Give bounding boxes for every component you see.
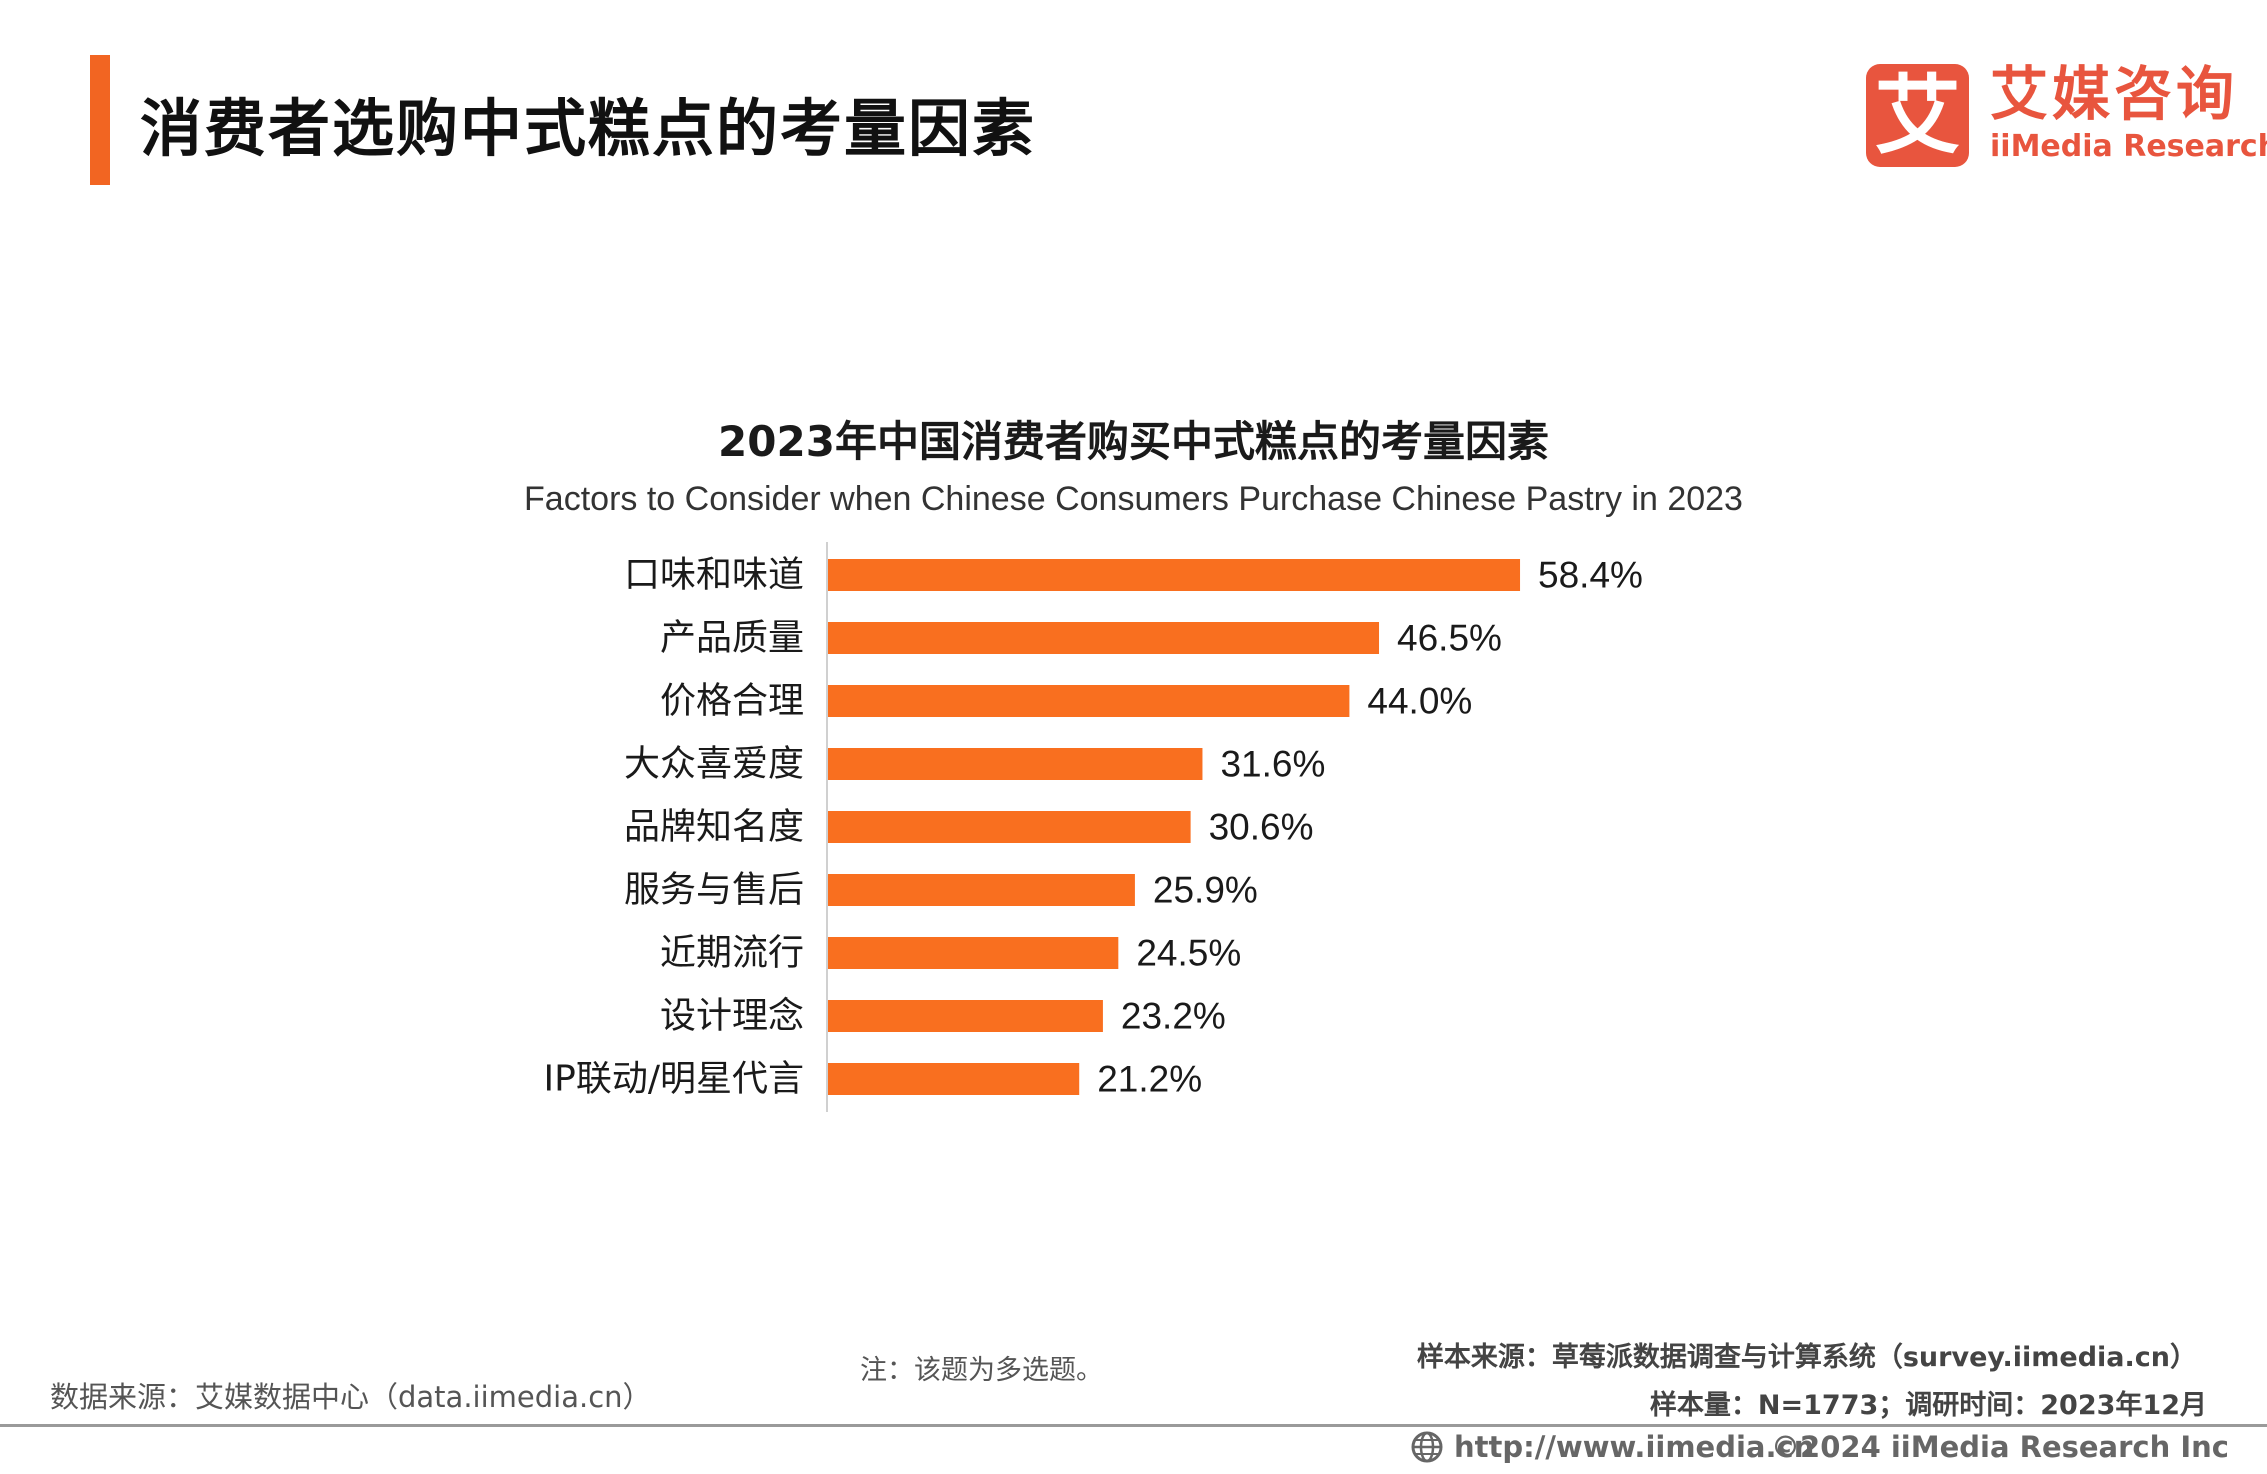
data-label: 21.2% [1097,1059,1202,1100]
bar [828,874,1135,906]
logo-mark-icon: 艾 [1866,64,1969,167]
category-label: 产品质量 [660,618,804,659]
data-label: 46.5% [1397,618,1502,659]
chart-title: 2023年中国消费者购买中式糕点的考量因素 [718,417,1549,466]
category-label: 口味和味道 [624,555,804,596]
title-accent-bar [90,55,110,185]
data-label: 58.4% [1538,555,1643,596]
footer-divider [0,1424,2267,1427]
data-label: 30.6% [1209,807,1314,848]
chart-footnote: 注：该题为多选题。 [860,1355,1103,1386]
category-label: 品牌知名度 [624,807,804,848]
logo-name-en: iiMedia Research [1990,129,2267,164]
bar [828,811,1191,843]
category-label: 服务与售后 [624,870,804,911]
bar [828,622,1380,654]
category-label: IP联动/明星代言 [544,1059,804,1100]
sample-source: 样本来源：草莓派数据调查与计算系统（survey.iimedia.cn） [1416,1342,2197,1373]
bar [828,559,1521,591]
iimedia-logo: 艾 艾媒咨询 iiMedia Research [1866,64,2267,168]
data-label: 31.6% [1220,744,1325,785]
footer-copyright: ©2024 iiMedia Research Inc [1771,1430,2229,1464]
data-label: 24.5% [1136,933,1241,974]
page-title: 消费者选购中式糕点的考量因素 [140,92,1037,165]
footer-url-text[interactable]: http://www.iimedia.cn [1454,1430,1815,1464]
category-label: 近期流行 [660,933,804,974]
category-label: 大众喜爱度 [624,744,804,785]
data-label: 25.9% [1153,870,1258,911]
category-label: 价格合理 [660,681,804,722]
bar [828,937,1119,969]
data-source: 数据来源：艾媒数据中心（data.iimedia.cn） [50,1380,652,1414]
logo-name-cn: 艾媒咨询 [1990,60,2239,128]
category-label: 设计理念 [660,996,804,1037]
bar [828,748,1203,780]
bar [828,685,1350,717]
data-label: 44.0% [1367,681,1472,722]
bar [828,1000,1103,1032]
globe-icon [1411,1431,1443,1463]
data-label: 23.2% [1121,996,1226,1037]
sample-size: 样本量：N=1773；调研时间：2023年12月 [1649,1390,2207,1421]
footer-url[interactable]: http://www.iimedia.cn [1410,1430,1814,1464]
bar [828,1063,1080,1095]
chart-subtitle: Factors to Consider when Chinese Consume… [524,480,1743,518]
